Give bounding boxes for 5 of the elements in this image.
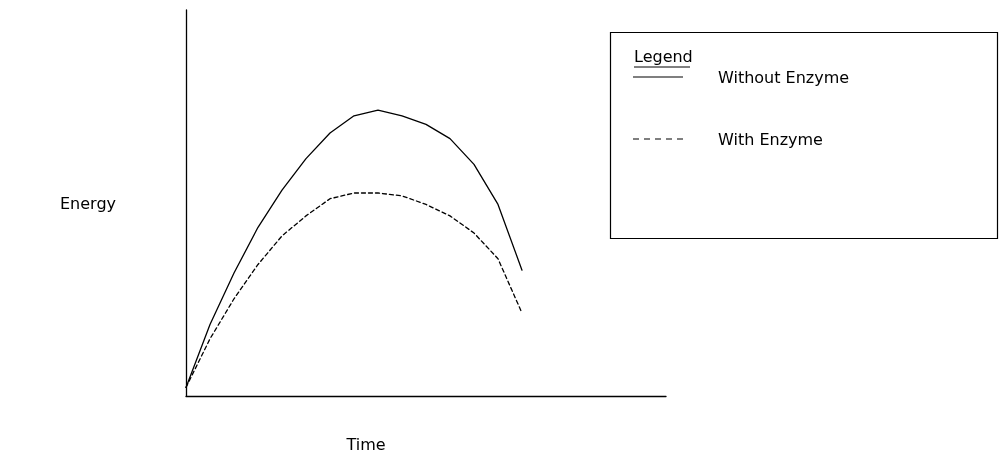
y-axis-title: Energy [59, 193, 116, 213]
legend-label: Without Enzyme [718, 67, 850, 87]
legend-label: With Enzyme [718, 129, 823, 149]
legend-title: Legend [634, 46, 693, 66]
x-axis-title: Time [345, 434, 386, 454]
